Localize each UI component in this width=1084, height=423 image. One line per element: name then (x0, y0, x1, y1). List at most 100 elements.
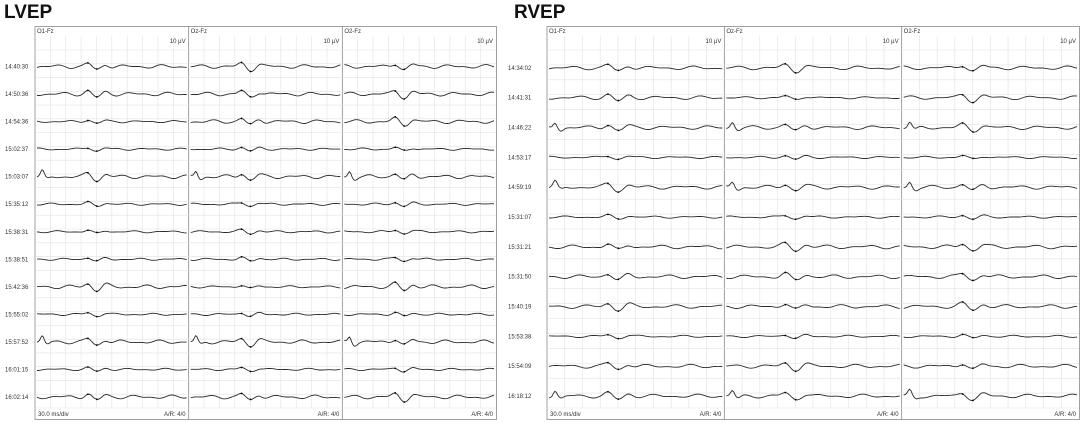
rvep-trace (726, 304, 900, 309)
rvep-latency-marker (961, 393, 964, 395)
rvep-trace (726, 241, 900, 252)
rvep-time-label: 16:18:12 (508, 394, 532, 400)
rvep-trace (903, 121, 1078, 133)
lvep-latency-marker (403, 98, 406, 100)
lvep-time-label: 15:02:37 (5, 147, 29, 153)
lvep-trace (190, 228, 341, 235)
lvep-latency-marker (403, 125, 406, 127)
lvep-latency-marker (86, 171, 89, 174)
lvep-trace (190, 256, 341, 262)
lvep-trace (344, 229, 495, 235)
lvep-trace (190, 202, 341, 207)
lvep-latency-marker (86, 89, 89, 92)
rvep-trace (903, 388, 1078, 401)
rvep-latency-marker (794, 250, 797, 253)
lvep-latency-marker (394, 173, 397, 176)
rvep-channel-label: O1-Fz (549, 29, 566, 35)
rvep-latency-marker (784, 62, 787, 65)
rvep-ar-label: A/R: 4/0 (1054, 412, 1076, 418)
lvep-latency-marker (394, 229, 397, 232)
rvep-latency-marker (972, 188, 974, 191)
lvep-trace (37, 312, 187, 318)
rvep-time-label: 14:41:31 (508, 96, 532, 102)
rvep-latency-marker (961, 122, 964, 124)
rvep-latency-marker (794, 189, 797, 192)
lvep-latency-marker (95, 290, 98, 293)
rvep-latency-marker (961, 183, 964, 186)
lvep-latency-marker (403, 177, 406, 180)
lvep-latency-marker (95, 96, 98, 98)
lvep-trace (344, 367, 495, 373)
rvep-latency-marker (794, 128, 797, 131)
rvep-latency-marker (794, 218, 797, 221)
rvep-time-label: 15:54:09 (508, 364, 532, 370)
rvep-trace (726, 215, 900, 220)
rvep-time-label: 14:53:17 (508, 155, 532, 161)
rvep-trace (726, 271, 900, 281)
lvep-latency-marker (240, 366, 243, 369)
lvep-latency-marker (249, 398, 252, 401)
rvep-trace (903, 64, 1078, 72)
rvep-trace (903, 155, 1078, 160)
rvep-time-label: 15:31:50 (508, 275, 532, 281)
lvep-latency-marker (394, 392, 397, 394)
lvep-trace (190, 392, 341, 400)
lvep-latency-marker (86, 229, 89, 232)
rvep-latency-marker (961, 333, 964, 336)
lvep-latency-marker (394, 281, 397, 284)
rvep-latency-marker (617, 129, 620, 132)
lvep-latency-marker (394, 64, 397, 67)
lvep-latency-marker (240, 255, 243, 258)
rvep-latency-marker (961, 364, 964, 366)
rvep-latency-marker (617, 278, 620, 281)
lvep-time-label: 14:40:30 (5, 65, 29, 71)
lvep-latency-marker (394, 146, 397, 149)
lvep-trace (344, 392, 495, 403)
lvep-latency-marker (249, 122, 252, 125)
lvep-trace (190, 61, 341, 72)
lvep-latency-marker (95, 370, 98, 373)
lvep-latency-marker (95, 68, 98, 70)
rvep-latency-marker (784, 154, 787, 157)
lvep-trace (36, 90, 187, 98)
lvep-time-label: 16:01:15 (5, 367, 29, 373)
lvep-latency-marker (249, 370, 252, 373)
rvep-time-label: 15:31:21 (508, 245, 532, 251)
lvep-scale-label: 10 µV (324, 39, 340, 45)
rvep-latency-marker (617, 310, 620, 313)
lvep-latency-marker (403, 342, 406, 345)
lvep-latency-marker (95, 150, 98, 153)
lvep-latency-marker (95, 398, 98, 401)
lvep-trace (36, 62, 187, 70)
lvep-trace (190, 118, 341, 125)
lvep-latency-marker (403, 205, 406, 208)
lvep-latency-marker (86, 393, 89, 396)
lvep-trace (344, 146, 495, 151)
lvep-latency-marker (240, 337, 243, 340)
rvep-latency-marker (617, 398, 620, 401)
lvep-time-label: 16:02:14 (5, 395, 29, 401)
lvep-time-label: 15:55:02 (5, 312, 29, 318)
lvep-latency-marker (240, 146, 243, 149)
rvep-latency-marker (607, 63, 609, 66)
lvep-latency-marker (249, 95, 252, 98)
lvep-latency-marker (403, 68, 406, 71)
rvep-latency-marker (607, 93, 609, 96)
lvep-channel-label: O2-Fz (344, 29, 361, 35)
lvep-latency-marker (86, 200, 89, 203)
rvep-latency-marker (972, 131, 974, 133)
lvep-title: LVEP (4, 2, 53, 23)
lvep-latency-marker (86, 62, 89, 64)
rvep-trace (726, 389, 900, 401)
lvep-latency-marker (86, 257, 89, 260)
rvep-time-label: 15:31:07 (508, 215, 532, 221)
lvep-latency-marker (95, 344, 98, 346)
lvep-latency-marker (95, 259, 98, 262)
rvep-latency-marker (607, 390, 609, 393)
lvep-trace (344, 201, 495, 207)
lvep-ar-label: A/R: 4/0 (471, 412, 493, 418)
rvep-latency-marker (784, 362, 787, 364)
rvep-ar-label: A/R: 4/0 (700, 412, 722, 418)
rvep-latency-marker (972, 218, 974, 221)
lvep-latency-marker (95, 205, 98, 208)
